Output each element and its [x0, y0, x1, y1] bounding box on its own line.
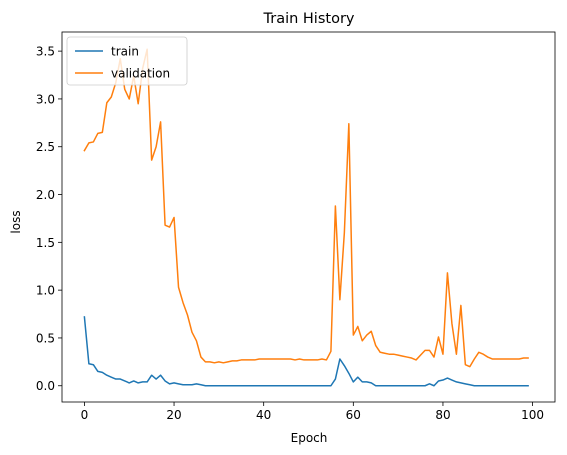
legend-label-train: train — [111, 45, 139, 59]
plot-area: 0 20 40 60 80 100 0.0 0.5 1.0 1.5 2.0 2.5 3.0 3.5 trai… — [36, 31, 556, 422]
y-tick-label: 2.5 — [36, 140, 55, 154]
y-tick-label: 2.0 — [36, 188, 55, 202]
y-tick-label: 3.5 — [36, 45, 55, 59]
x-tick-label: 80 — [435, 408, 450, 422]
series-line-validation — [83, 48, 529, 368]
y-tick-label: 1.5 — [36, 236, 55, 250]
chart-title: Train History — [263, 11, 355, 27]
x-axis-label: Epoch — [291, 431, 328, 445]
x-tick-label: 0 — [81, 408, 89, 422]
y-tick-label: 1.0 — [36, 284, 55, 298]
legend-label-validation: validation — [111, 67, 170, 81]
axes-frame — [61, 31, 556, 403]
y-tick-label: 0.0 — [36, 379, 55, 393]
y-tick-label: 3.0 — [36, 92, 55, 106]
x-tick-label: 60 — [346, 408, 361, 422]
x-tick-label: 20 — [166, 408, 181, 422]
y-axis-label: loss — [9, 210, 23, 233]
y-tick-label: 0.5 — [36, 331, 55, 345]
series-line-train — [83, 316, 529, 387]
x-tick-label: 40 — [256, 408, 271, 422]
x-tick-label: 100 — [521, 408, 544, 422]
